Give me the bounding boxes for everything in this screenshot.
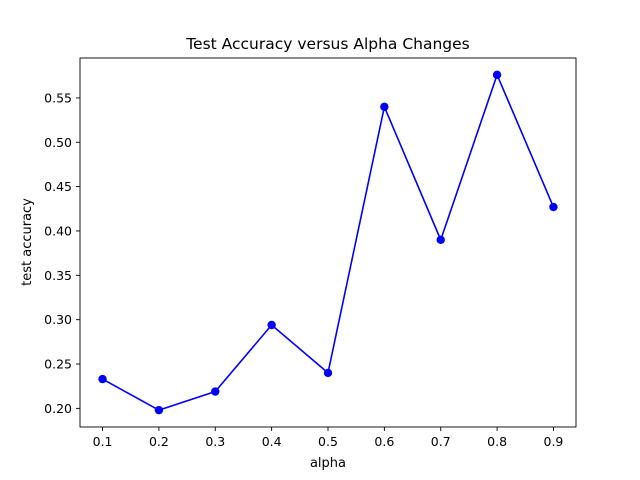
data-point bbox=[492, 70, 502, 80]
data-point bbox=[323, 368, 333, 378]
y-tick-label: 0.35 bbox=[44, 268, 72, 283]
x-tick-label: 0.4 bbox=[262, 434, 282, 449]
y-tick-label: 0.25 bbox=[44, 357, 72, 372]
y-tick-label: 0.50 bbox=[44, 135, 72, 150]
data-point bbox=[436, 235, 445, 245]
x-tick-label: 0.5 bbox=[318, 434, 338, 449]
x-tick-label: 0.2 bbox=[149, 434, 169, 449]
x-tick-label: 0.7 bbox=[431, 434, 451, 449]
data-point bbox=[380, 102, 389, 111]
x-tick-label: 0.1 bbox=[93, 434, 113, 449]
x-axis-label: alpha bbox=[310, 456, 346, 471]
data-point bbox=[549, 202, 558, 212]
plot-area: 0.1 0.2 0.3 0.4 0.5 0.6 0.7 0.8 0.9 0.20 0.25 0.30 0… bbox=[44, 57, 577, 449]
y-axis-label: test accuracy bbox=[20, 198, 35, 286]
x-tick-label: 0.3 bbox=[205, 434, 225, 449]
x-tick-label: 0.6 bbox=[374, 434, 394, 449]
data-point bbox=[267, 320, 276, 330]
data-point bbox=[211, 387, 220, 396]
y-tick-label: 0.40 bbox=[44, 223, 72, 238]
chart-title: Test Accuracy versus Alpha Changes bbox=[185, 35, 470, 53]
y-tick-label: 0.20 bbox=[44, 401, 72, 416]
y-tick-label: 0.30 bbox=[44, 312, 72, 327]
y-tick-label: 0.45 bbox=[44, 179, 72, 194]
data-point bbox=[98, 374, 107, 384]
x-tick-label: 0.8 bbox=[487, 434, 507, 449]
axes-frame bbox=[79, 57, 577, 428]
x-tick-label: 0.9 bbox=[544, 434, 564, 449]
y-tick-label: 0.55 bbox=[44, 90, 72, 105]
data-point bbox=[154, 405, 164, 415]
